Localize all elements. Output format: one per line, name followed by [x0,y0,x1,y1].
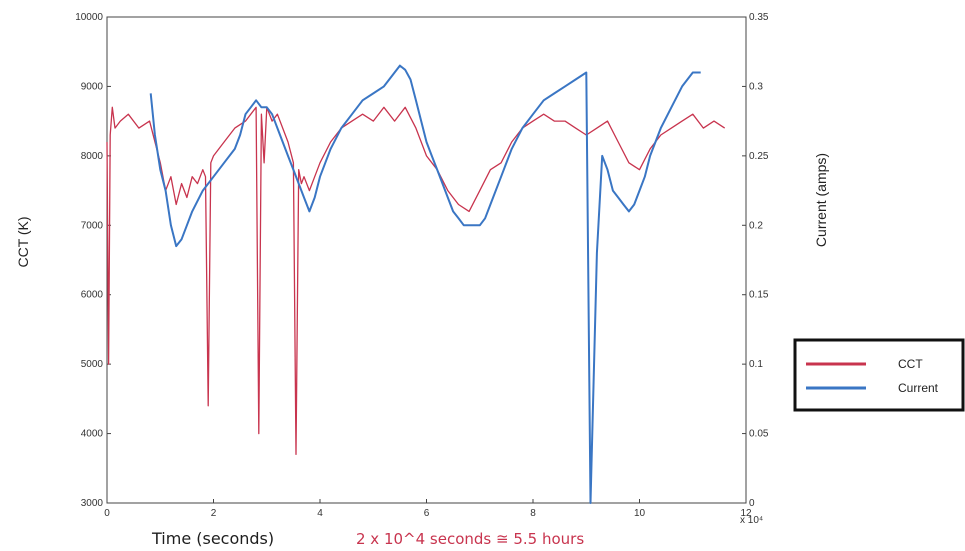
y-left-tick-label: 5000 [81,359,104,370]
legend-label-cct: CCT [898,357,923,371]
y-left-tick-label: 8000 [81,151,104,162]
y-right-tick-label: 0.2 [749,220,763,231]
x-tick-label: 0 [104,508,110,519]
x-tick-label: 10 [634,508,646,519]
y-right-tick-label: 0.35 [749,12,769,23]
plot-frame [106,16,747,504]
y-left-tick-label: 9000 [81,81,104,92]
y-right-tick-label: 0.3 [749,81,763,92]
legend: CCT Current [793,338,965,412]
x-exponent-label: x 10⁴ [740,515,763,526]
x-tick-label: 8 [530,508,536,519]
series-layer [106,64,726,504]
x-tick-label: 12 [740,508,752,519]
legend-label-current: Current [898,381,939,395]
series-line-current [149,64,701,504]
right-axis-ticks: 0 0.05 0.1 0.15 0.2 0.25 0.3 0.35 [742,12,769,509]
x-tick-label: 2 [211,508,217,519]
x-axis-ticks: 0 2 4 6 8 10 12 [104,499,752,519]
left-axis-ticks: 3000 4000 5000 6000 7000 8000 9000 10000 [75,12,111,509]
y-right-tick-label: 0.1 [749,359,763,370]
x-axis-title: Time (seconds) [151,529,274,548]
y-left-tick-label: 6000 [81,290,104,301]
x-tick-label: 4 [317,508,323,519]
y-left-tick-label: 7000 [81,220,104,231]
duration-annotation: 2 x 10^4 seconds ≅ 5.5 hours [356,530,584,548]
y-right-tick-label: 0 [749,498,755,509]
x-tick-label: 6 [424,508,430,519]
y-right-tick-label: 0.15 [749,290,769,301]
y-right-axis-title: Current (amps) [813,153,829,247]
y-right-tick-label: 0.05 [749,429,769,440]
y-left-tick-label: 10000 [75,12,103,23]
y-left-tick-label: 4000 [81,429,104,440]
y-right-tick-label: 0.25 [749,151,769,162]
y-left-axis-title: CCT (K) [15,216,31,267]
legend-box [793,338,965,412]
series-line-cct [106,106,726,456]
y-left-tick-label: 3000 [81,498,104,509]
plot-area [106,16,747,504]
